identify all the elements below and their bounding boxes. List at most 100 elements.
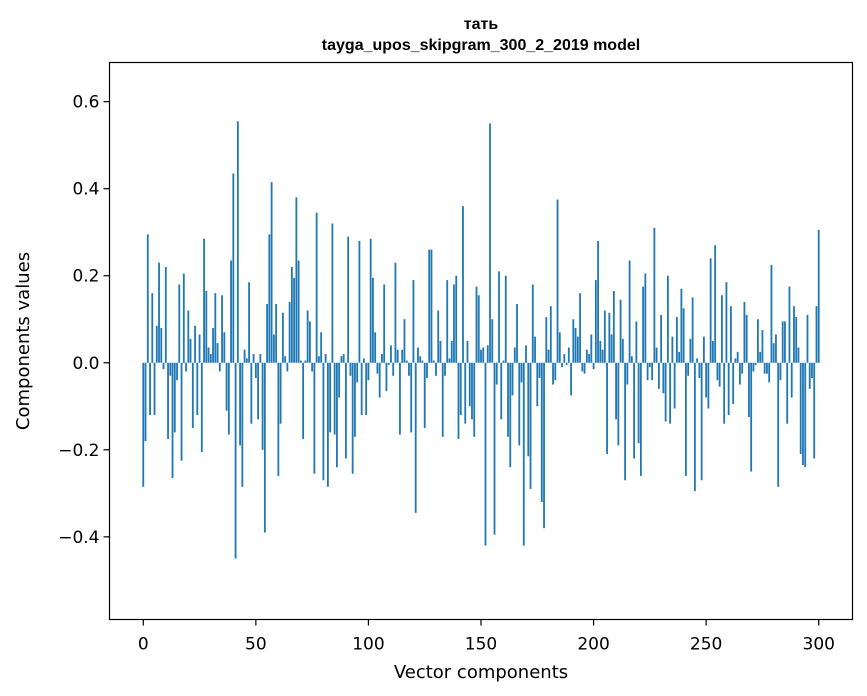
y-tick-label: 0.2: [72, 267, 99, 287]
bar-171: [527, 362, 530, 457]
y-tick-label: 0.6: [72, 93, 99, 113]
bar-22: [191, 362, 194, 429]
bar-4: [151, 293, 154, 363]
bar-237: [675, 317, 678, 363]
bar-286: [786, 362, 789, 424]
bar-221: [639, 362, 642, 476]
bar-244: [691, 297, 694, 363]
bar-49: [252, 354, 255, 363]
bar-46: [245, 358, 248, 363]
bar-236: [673, 362, 676, 409]
bar-93: [351, 362, 354, 474]
bar-287: [788, 286, 791, 363]
bar-249: [703, 336, 705, 363]
bar-120: [412, 280, 415, 363]
bar-126: [426, 362, 428, 378]
bar-283: [779, 362, 782, 381]
bar-203: [599, 341, 602, 363]
chart-title-line1: тать: [464, 16, 499, 33]
bar-276: [763, 362, 766, 374]
bar-164: [511, 362, 514, 396]
bar-64: [286, 362, 289, 372]
bar-67: [293, 277, 296, 363]
bar-182: [552, 362, 554, 385]
bar-139: [455, 275, 458, 363]
bar-211: [617, 362, 620, 446]
bar-254: [714, 245, 717, 363]
bar-11: [167, 362, 169, 439]
bar-290: [795, 317, 798, 363]
bar-201: [594, 280, 597, 363]
bar-138: [453, 284, 455, 363]
bar-280: [772, 343, 775, 363]
plot-area: [142, 121, 820, 559]
bar-75: [311, 362, 314, 372]
bar-260: [727, 362, 730, 415]
bar-118: [408, 362, 410, 376]
bar-52: [259, 354, 262, 363]
bar-27: [203, 238, 205, 363]
bar-266: [741, 362, 744, 374]
x-tick-label: 50: [245, 635, 267, 655]
bar-132: [439, 341, 442, 363]
bar-185: [558, 332, 561, 363]
bar-208: [610, 334, 613, 363]
bar-192: [574, 327, 577, 363]
bar-191: [572, 319, 575, 363]
bar-36: [223, 332, 226, 363]
bar-294: [804, 362, 807, 468]
bar-25: [198, 334, 201, 363]
bar-29: [207, 347, 210, 363]
x-axis-label: Vector components: [394, 662, 568, 683]
bar-238: [678, 351, 681, 363]
bar-255: [716, 362, 719, 381]
bar-137: [450, 341, 453, 363]
y-tick-label: 0.4: [72, 180, 99, 200]
bar-278: [768, 362, 771, 383]
bar-170: [525, 345, 527, 363]
bar-298: [813, 362, 816, 459]
bar-39: [230, 260, 232, 363]
bar-124: [421, 360, 424, 363]
bar-250: [705, 362, 708, 398]
bar-37: [225, 362, 228, 411]
bar-228: [655, 347, 658, 363]
bar-54: [263, 362, 266, 533]
x-tick-label: 150: [465, 635, 497, 655]
bar-32: [214, 293, 217, 363]
bar-227: [653, 227, 656, 363]
bar-30: [209, 354, 212, 363]
bar-47: [248, 282, 250, 363]
bar-147: [473, 362, 476, 437]
bar-246: [696, 358, 699, 363]
bar-82: [327, 362, 329, 487]
bar-40: [232, 173, 235, 363]
bar-43: [239, 362, 241, 446]
bar-149: [477, 295, 480, 363]
bar-148: [475, 286, 478, 363]
bar-167: [518, 362, 521, 446]
bar-127: [428, 249, 431, 363]
bar-233: [666, 275, 669, 363]
bar-108: [385, 362, 388, 392]
bar-270: [750, 362, 753, 472]
bar-98: [363, 358, 365, 363]
bar-265: [739, 362, 741, 385]
bar-226: [651, 362, 654, 381]
bar-42: [236, 121, 239, 363]
bar-258: [723, 362, 726, 424]
bar-35: [221, 295, 223, 363]
bar-102: [372, 277, 374, 363]
bar-38: [227, 362, 230, 435]
bar-84: [331, 223, 334, 363]
bar-243: [689, 338, 692, 363]
bar-179: [545, 317, 548, 363]
bar-51: [257, 362, 259, 420]
bar-16: [178, 284, 181, 363]
bar-83: [329, 362, 332, 433]
bar-100: [367, 362, 370, 381]
bar-12: [169, 362, 172, 376]
bar-197: [585, 349, 588, 363]
bar-19: [185, 362, 187, 372]
bar-74: [308, 321, 311, 363]
